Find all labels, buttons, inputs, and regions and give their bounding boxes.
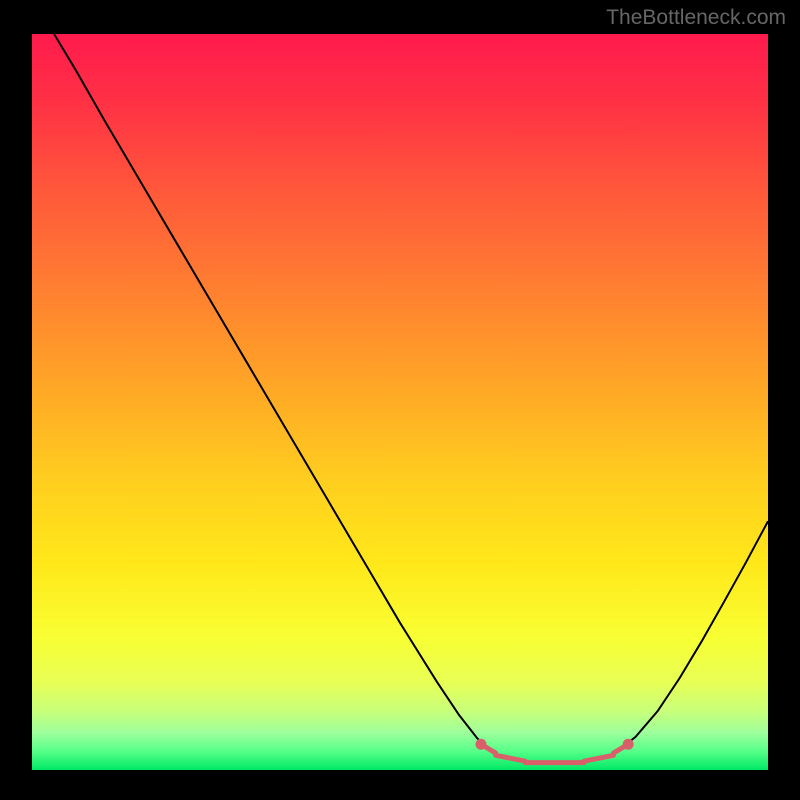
trough-segment (584, 755, 613, 761)
trough-endpoint-dot (475, 739, 486, 750)
trough-endpoint-dot (623, 739, 634, 750)
chart-plot-area (32, 34, 768, 770)
bottleneck-curve (54, 34, 768, 763)
watermark-text: TheBottleneck.com (606, 6, 786, 30)
chart-curve-layer (32, 34, 768, 770)
trough-segment (496, 755, 525, 761)
